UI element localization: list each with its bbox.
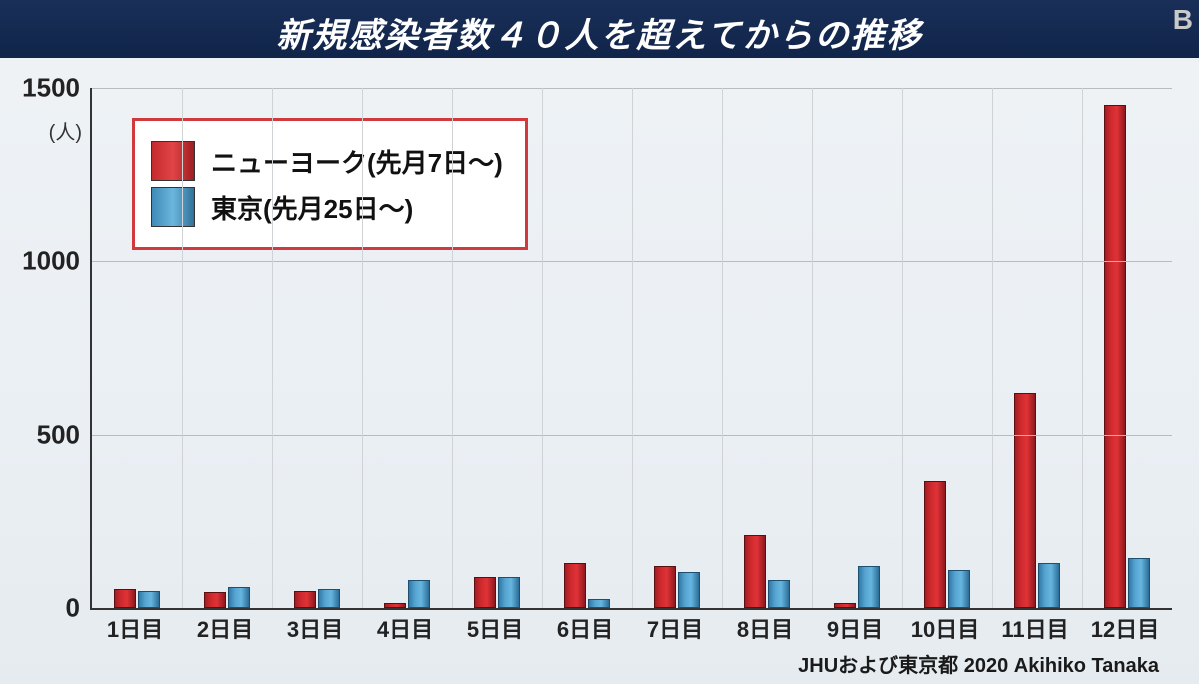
x-tick-label: 6日目 (557, 612, 613, 644)
x-tick-label: 2日目 (197, 612, 253, 644)
bar-newyork (204, 592, 226, 608)
gridline-v (362, 88, 363, 608)
gridline-v (452, 88, 453, 608)
y-tick-label: 0 (66, 593, 80, 624)
legend: ニューヨーク(先月7日～) 東京(先月25日～) (132, 118, 528, 250)
y-tick-label: 500 (37, 419, 80, 450)
bar-tokyo (1128, 558, 1150, 608)
gridline-v (542, 88, 543, 608)
bar-newyork (114, 589, 136, 608)
y-tick-label: 1000 (22, 246, 80, 277)
gridline-v (992, 88, 993, 608)
bar-tokyo (588, 599, 610, 608)
corner-badge: B (1173, 4, 1193, 36)
gridline-v (272, 88, 273, 608)
bar-newyork (1104, 105, 1126, 608)
y-tick-label: 1500 (22, 73, 80, 104)
gridline-v (632, 88, 633, 608)
x-axis-labels: 1日目 2日目 3日目 4日目 5日目 6日目 7日目 8日目 9日目 10日目 11日目 12日目 (90, 612, 1170, 648)
bar-tokyo (498, 577, 520, 608)
legend-swatch-red (151, 141, 195, 181)
x-tick-label: 3日目 (287, 612, 343, 644)
x-tick-label: 11日目 (1001, 612, 1068, 644)
gridline-v (902, 88, 903, 608)
bar-tokyo (138, 591, 160, 608)
bar-newyork (384, 603, 406, 608)
bar-tokyo (948, 570, 970, 608)
bar-tokyo (1038, 563, 1060, 608)
gridline-v (722, 88, 723, 608)
bar-newyork (924, 481, 946, 608)
legend-label-newyork: ニューヨーク(先月7日～) (211, 143, 503, 180)
x-tick-label: 5日目 (467, 612, 523, 644)
bar-newyork (654, 566, 676, 608)
x-tick-label: 12日目 (1091, 612, 1159, 644)
legend-label-tokyo: 東京(先月25日～) (211, 189, 413, 226)
legend-swatch-blue (151, 187, 195, 227)
bar-tokyo (318, 589, 340, 608)
x-tick-label: 8日目 (737, 612, 793, 644)
bar-newyork (744, 535, 766, 608)
y-axis-unit: (人) (49, 116, 82, 145)
bar-tokyo (768, 580, 790, 608)
chart-panel: ニューヨーク(先月7日～) 東京(先月25日～) 050010001500(人)… (0, 58, 1199, 684)
bar-newyork (294, 591, 316, 608)
bar-newyork (564, 563, 586, 608)
plot-area: ニューヨーク(先月7日～) 東京(先月25日～) 050010001500(人) (90, 88, 1172, 610)
chart-title: 新規感染者数４０人を超えてからの推移 (276, 17, 922, 55)
bar-tokyo (228, 587, 250, 608)
legend-item-tokyo: 東京(先月25日～) (151, 187, 503, 227)
bar-newyork (1014, 393, 1036, 608)
bar-newyork (474, 577, 496, 608)
gridline-v (812, 88, 813, 608)
bar-chart: ニューヨーク(先月7日～) 東京(先月25日～) 050010001500(人)… (90, 88, 1170, 648)
source-attribution: JHUおよび東京都 2020 Akihiko Tanaka (798, 649, 1159, 678)
legend-item-newyork: ニューヨーク(先月7日～) (151, 141, 503, 181)
gridline-v (1082, 88, 1083, 608)
x-tick-label: 1日目 (107, 612, 163, 644)
bar-tokyo (678, 572, 700, 608)
bar-tokyo (408, 580, 430, 608)
gridline-v (182, 88, 183, 608)
x-tick-label: 10日目 (911, 612, 979, 644)
x-tick-label: 7日目 (647, 612, 703, 644)
x-tick-label: 9日目 (827, 612, 883, 644)
bar-tokyo (858, 566, 880, 608)
x-tick-label: 4日目 (377, 612, 433, 644)
bar-newyork (834, 603, 856, 608)
